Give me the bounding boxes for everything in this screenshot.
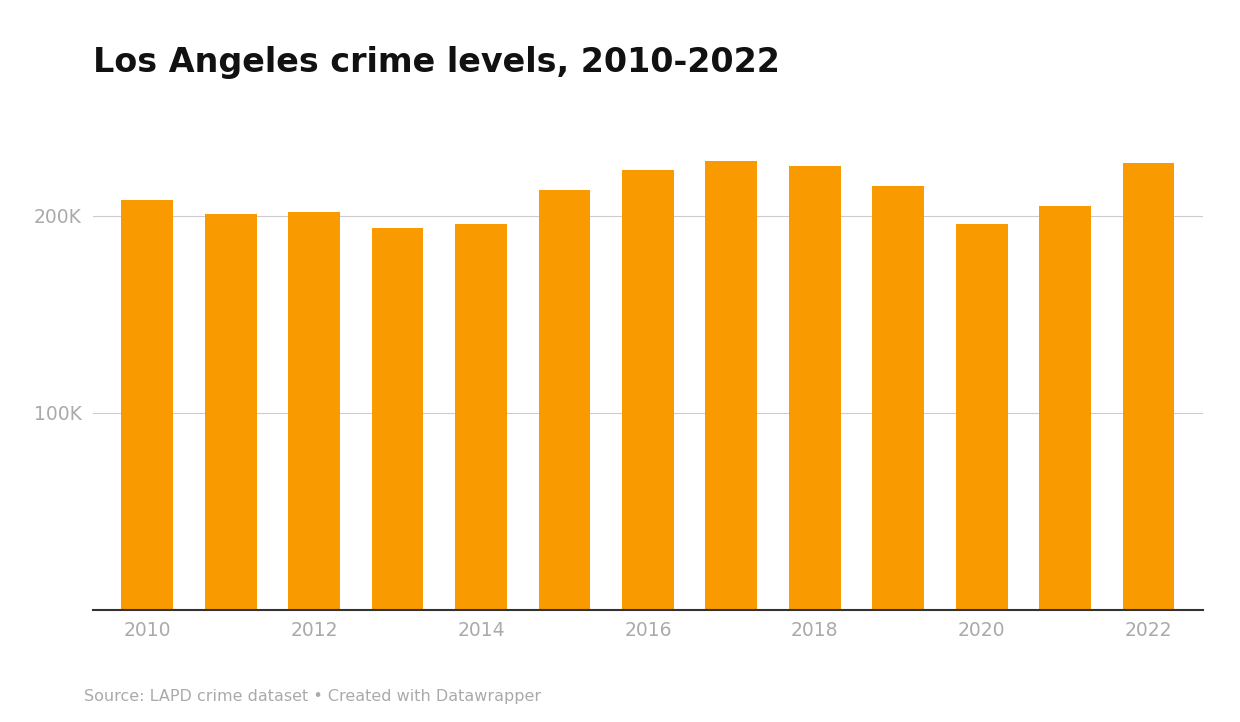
Bar [956,224,1008,610]
Bar [622,170,673,610]
Bar [789,167,841,610]
Bar [538,190,590,610]
Bar [873,186,924,610]
Bar [205,214,257,610]
Bar [1122,162,1174,610]
Bar [372,227,423,610]
Bar [288,212,340,610]
Text: Source: LAPD crime dataset • Created with Datawrapper: Source: LAPD crime dataset • Created wit… [84,689,542,704]
Bar [706,160,758,610]
Bar [455,224,507,610]
Bar [122,200,174,610]
Bar [1039,206,1091,610]
Text: Los Angeles crime levels, 2010-2022: Los Angeles crime levels, 2010-2022 [93,46,780,79]
